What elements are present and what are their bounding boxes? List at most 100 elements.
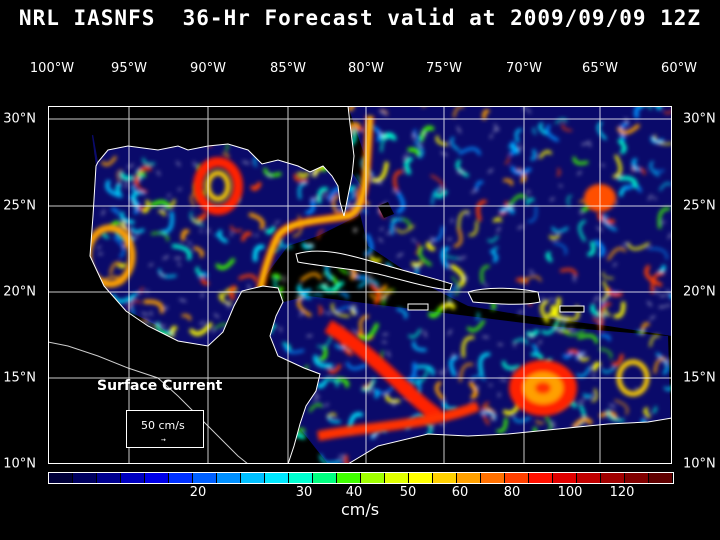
speed-swirl	[663, 109, 672, 114]
speed-swirl	[265, 226, 276, 235]
speed-swirl	[451, 276, 460, 296]
current-vector-arrow	[499, 378, 507, 382]
speed-swirl	[468, 381, 478, 400]
speed-swirl	[382, 289, 395, 306]
speed-swirl	[200, 277, 210, 286]
speed-swirl	[321, 281, 344, 293]
colorbar-cell	[577, 473, 601, 483]
speed-swirl	[434, 381, 445, 401]
current-vector-arrow	[267, 174, 271, 178]
colorbar-cell	[121, 473, 145, 483]
speed-swirl	[549, 234, 560, 240]
speed-swirl	[607, 247, 627, 261]
speed-swirl	[587, 241, 596, 257]
colorbar-cell	[649, 473, 673, 483]
current-vector-arrow	[353, 228, 358, 232]
speed-swirl	[142, 157, 156, 166]
current-vector-arrow	[306, 335, 313, 337]
colorbar-cell	[553, 473, 577, 483]
speed-swirl	[577, 334, 599, 344]
speed-swirl	[656, 106, 662, 111]
speed-swirl	[109, 261, 122, 275]
colorbar-cell	[73, 473, 97, 483]
lat-label-25n-right: 25°N	[683, 198, 716, 214]
speed-swirl	[271, 273, 281, 281]
current-vector-arrow	[538, 340, 542, 345]
speed-swirl	[136, 172, 146, 178]
colorbar-cell	[409, 473, 433, 483]
speed-swirl	[538, 122, 547, 135]
current-vector-arrow	[179, 298, 187, 302]
current-vector-arrow	[494, 123, 498, 131]
speed-swirl	[105, 180, 123, 198]
colorbar-cell	[505, 473, 529, 483]
current-vector-arrow	[134, 235, 139, 239]
speed-swirl	[413, 129, 421, 141]
colorbar-cell	[601, 473, 625, 483]
speed-swirl	[328, 364, 342, 374]
current-vector-arrow	[622, 242, 628, 246]
speed-swirl	[647, 247, 668, 260]
lat-label-15n-right: 15°N	[683, 370, 716, 386]
speed-swirl	[160, 211, 174, 234]
speed-swirl	[545, 124, 559, 142]
speed-swirl	[238, 274, 258, 283]
current-vector-arrow	[376, 180, 382, 185]
speed-swirl	[578, 355, 590, 362]
speed-swirl	[631, 167, 646, 175]
current-vector-arrow	[368, 386, 372, 394]
speed-swirl	[496, 417, 508, 434]
speed-swirl	[222, 152, 230, 159]
colorbar-cell	[169, 473, 193, 483]
speed-swirl	[650, 272, 665, 294]
speed-swirl	[449, 355, 459, 377]
current-vector-arrow	[579, 211, 584, 215]
current-vector-arrow	[176, 161, 181, 167]
speed-swirl	[476, 199, 487, 222]
speed-swirl	[600, 334, 611, 341]
speed-swirl	[540, 299, 549, 323]
speed-swirl	[117, 169, 123, 183]
speed-swirl	[559, 268, 578, 277]
current-vector-arrow	[324, 403, 329, 407]
speed-swirl	[169, 325, 178, 337]
current-vector-arrow	[323, 283, 327, 287]
speed-swirl	[217, 230, 228, 243]
speed-swirl	[189, 211, 205, 227]
speed-swirl	[316, 283, 329, 290]
speed-swirl	[644, 265, 663, 287]
current-vector-arrow	[484, 283, 488, 288]
current-vector-arrow	[517, 310, 524, 314]
speed-swirl	[659, 182, 672, 191]
current-vector-arrow	[141, 312, 149, 316]
speed-swirl	[643, 407, 651, 418]
speed-swirl	[626, 242, 650, 251]
speed-swirl	[601, 366, 616, 374]
speed-swirl	[393, 170, 404, 192]
current-vector-arrow	[156, 170, 161, 176]
speed-swirl	[637, 106, 652, 110]
speed-swirl	[526, 329, 539, 338]
current-vector-arrow	[649, 315, 656, 320]
speed-swirl	[617, 124, 640, 135]
speed-swirl	[649, 160, 660, 177]
current-vector-arrow	[255, 233, 259, 238]
current-vector-arrow	[299, 311, 303, 317]
map-label: Surface Current	[97, 378, 223, 394]
speed-swirl	[503, 178, 514, 186]
lon-label-70w: 70°W	[506, 61, 542, 76]
speed-swirl	[297, 296, 312, 317]
speed-swirl	[475, 180, 484, 192]
speed-swirl	[613, 301, 626, 319]
current-vector-arrow	[325, 311, 332, 315]
speed-swirl	[369, 255, 382, 263]
speed-swirl	[592, 361, 601, 372]
speed-swirl	[130, 227, 145, 234]
speed-swirl	[364, 233, 374, 256]
speed-swirl	[467, 319, 485, 332]
speed-swirl	[532, 127, 537, 135]
lon-label-75w: 75°W	[426, 61, 462, 76]
speed-swirl	[120, 211, 135, 224]
speed-swirl	[215, 258, 235, 270]
current-vector-arrow	[593, 295, 599, 302]
